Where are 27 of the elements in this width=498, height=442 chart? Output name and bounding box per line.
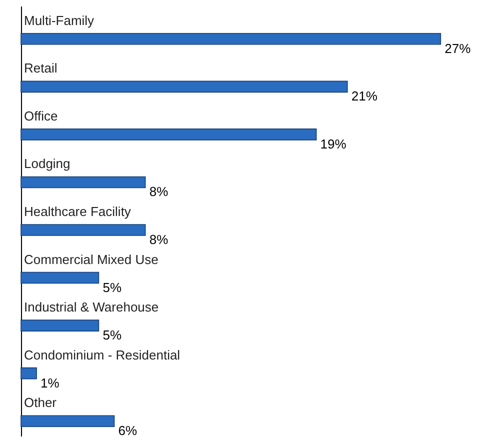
y-tick-label: Lodging	[24, 156, 70, 172]
bar	[20, 176, 146, 188]
data-label: 8%	[149, 184, 169, 200]
data-label: 1%	[40, 375, 60, 390]
data-label: 5%	[102, 328, 122, 343]
data-label: 19%	[320, 136, 347, 152]
y-tick-label: Industrial & Warehouse	[24, 300, 159, 315]
bar	[20, 415, 115, 428]
y-tick-label: Other	[24, 395, 58, 410]
y-tick-label: Commercial Mixed Use	[24, 252, 158, 267]
y-tick-label: Office	[24, 108, 58, 124]
bar	[20, 80, 348, 93]
bar	[20, 367, 37, 380]
bar	[20, 224, 146, 236]
data-label: 8%	[149, 232, 169, 247]
data-label: 27%	[444, 40, 472, 56]
y-tick-label: Multi-Family	[24, 12, 95, 28]
y-tick-label: Healthcare Facility	[24, 204, 132, 219]
y-tick-label: Retail	[24, 60, 58, 76]
data-label: 6%	[118, 423, 138, 438]
bar	[20, 32, 442, 45]
data-label: 5%	[102, 280, 122, 295]
y-tick-label: Condominium - Residential	[24, 347, 180, 362]
bar	[20, 272, 100, 284]
data-label: 21%	[351, 88, 378, 104]
bar	[20, 320, 100, 332]
bar	[20, 128, 317, 140]
